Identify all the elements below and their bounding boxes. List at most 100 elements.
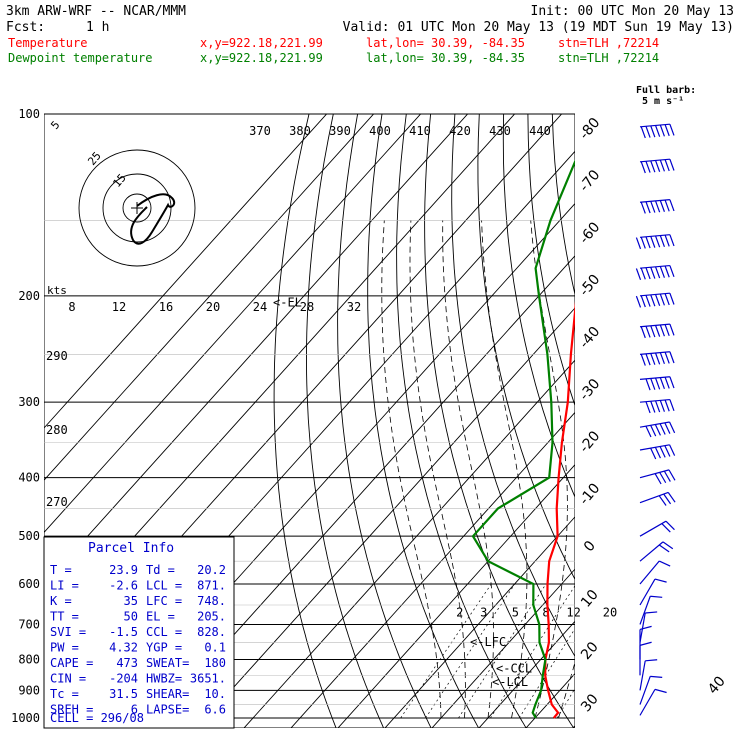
wind-barb-shaft (639, 444, 670, 451)
wind-barb-feather (650, 201, 656, 213)
wind-barb-feather (650, 125, 656, 138)
wind-barb-feather (645, 201, 651, 214)
parcel-key-right: SHEAR= (146, 687, 189, 701)
pressure-label: 800 (18, 652, 40, 666)
wind-barb-feather (665, 520, 675, 531)
pressure-label: 300 (18, 395, 40, 409)
wind-barb-feather (654, 447, 661, 459)
wind-barb-feather (659, 352, 665, 365)
elevation-label: 290 (46, 349, 68, 363)
pressure-label: 900 (18, 683, 40, 697)
theta-label: 420 (449, 124, 471, 138)
wind-barb-shaft (639, 596, 651, 625)
wind-legend: Full barb:5 m s⁻¹ (636, 85, 696, 107)
isotherm-line (243, 359, 575, 728)
theta-label: 400 (369, 124, 391, 138)
parcel-key-right: EL = (146, 610, 175, 624)
header-dewpoint-stn: stn=TLH ,72214 (558, 51, 659, 65)
dry-adiabat-line (527, 114, 575, 407)
hodograph-ring (122, 193, 152, 223)
hodograph-ring-label: 15 (110, 171, 128, 190)
wind-barb (639, 595, 663, 625)
wind-barb (639, 520, 675, 537)
wind-barb-feather (669, 421, 676, 434)
wind-barb-feather (650, 353, 656, 365)
parcel-val-right: 871. (197, 579, 226, 593)
parcel-val-left: 35 (124, 594, 138, 608)
wind-barb-feather (659, 324, 665, 337)
wind-barb-feather (654, 294, 661, 306)
wind-barb-feather (640, 326, 646, 339)
parcel-val-left: -204 (109, 672, 138, 686)
wind-barb-shaft (639, 560, 660, 585)
dry-adiabat-line (698, 114, 740, 731)
pressure-label: 100 (18, 107, 40, 121)
wind-barb-feather (635, 295, 642, 308)
speed-label: 12 (112, 300, 126, 314)
wind-barb (635, 264, 675, 280)
wind-barb-feather (645, 161, 651, 173)
isotherm-label: -10 (576, 480, 603, 508)
wind-barb-shaft (639, 612, 646, 643)
wind-barb-feather (640, 201, 646, 214)
wind-barb-feather (664, 376, 670, 389)
kts-label: kts (47, 284, 67, 297)
isotherm-line (149, 255, 575, 728)
wind-barb-feather (659, 235, 665, 247)
isotherm-line (290, 411, 575, 728)
mixing-ratio-line (458, 583, 547, 719)
wind-barb-feather (659, 446, 666, 458)
wind-barb-shaft (639, 123, 670, 128)
wind-barb-feather (664, 234, 670, 247)
fcst-value: 1 h (86, 20, 109, 35)
wind-barb-feather (664, 293, 670, 306)
wind-barb-feather (645, 126, 651, 138)
theta-label: 410 (409, 124, 431, 138)
header-dewpoint-line: Dewpoint temperature x,y=922.18,221.99 l… (8, 51, 659, 65)
parcel-val-right: 205. (197, 610, 226, 624)
hodograph-ring-label: 25 (85, 149, 103, 168)
parcel-info-panel: Parcel Info T = 23.9 Td = 20.2 LI = -2.6 LCL = 8… (43, 536, 235, 729)
wind-barb (639, 199, 675, 214)
wind-barb-feather (640, 267, 646, 280)
wind-barb-feather (654, 400, 661, 413)
wind-barb (639, 323, 675, 339)
diagram-background-lines (44, 101, 740, 731)
isotherm-line (525, 672, 575, 728)
mixing-ratio-label: 5 (512, 605, 519, 619)
dry-adiabat-line (502, 114, 575, 499)
moist-adiabat-line (606, 220, 740, 718)
wind-barb-shaft (639, 660, 646, 691)
wind-barb-shaft (639, 491, 669, 504)
wind-barb-feather (669, 123, 675, 136)
isotherm-label: -70 (576, 167, 603, 195)
moist-adiabat-line (558, 661, 575, 719)
pressure-label: 700 (18, 617, 40, 631)
moist-adiabat-line (381, 220, 442, 719)
parcel-val-right: 20.2 (197, 563, 226, 577)
isotherm-line (617, 101, 740, 731)
isotherm-line (44, 114, 422, 534)
wind-barb-feather (661, 523, 671, 533)
wind-barb-feather (658, 495, 667, 506)
mixing-ratio-line (490, 585, 575, 719)
isotherm-label: -20 (576, 428, 603, 456)
wind-barb-feather (654, 424, 661, 436)
wind-barb-feather (669, 323, 675, 336)
parcel-marker-label: <-EL (273, 295, 302, 309)
wind-barb-feather (640, 161, 646, 174)
wind-barb-feather (650, 595, 663, 598)
wind-barb-feather (659, 266, 665, 278)
wind-barb-feather (654, 160, 661, 172)
speed-label: 24 (253, 300, 267, 314)
header-dewpoint-xy: x,y=922.18,221.99 (200, 51, 323, 65)
wind-barb-feather (654, 352, 661, 365)
wind-barb-feather (669, 293, 675, 305)
wind-barb (639, 688, 667, 716)
hodograph-trace (130, 193, 176, 245)
hodograph-ring-label: 5 (48, 118, 62, 131)
wind-barb (639, 123, 675, 139)
parcel-key-right: LAPSE= (146, 703, 189, 717)
wind-barb-shaft (639, 541, 664, 562)
mixing-ratio-line (518, 627, 575, 719)
